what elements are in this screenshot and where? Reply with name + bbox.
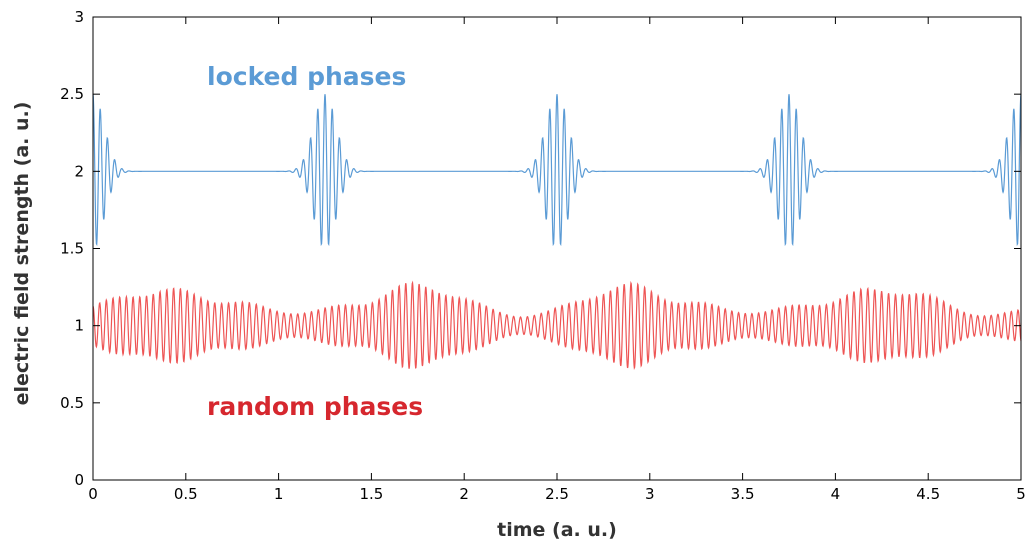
x-tick-label: 2.5 <box>545 485 569 503</box>
y-axis-label: electric field strength (a. u.) <box>11 102 33 406</box>
x-tick-label: 3 <box>645 485 655 503</box>
series-locked-phases-line <box>92 94 1022 247</box>
annotation-locked-phases: locked phases <box>207 62 406 91</box>
y-tick-label: 1.5 <box>60 240 84 258</box>
x-tick-label: 3.5 <box>731 485 755 503</box>
x-tick-label: 0.5 <box>174 485 198 503</box>
x-tick-label: 2 <box>459 485 469 503</box>
annotation-random-phases: random phases <box>207 392 423 421</box>
y-tick-label: 1 <box>74 317 84 335</box>
y-tick-label: 0.5 <box>60 394 84 412</box>
y-tick-label: 2.5 <box>60 85 84 103</box>
x-tick-label: 0 <box>88 485 98 503</box>
series-random-phases-line <box>92 280 1022 370</box>
x-tick-label: 4.5 <box>916 485 940 503</box>
x-axis-label: time (a. u.) <box>497 519 617 541</box>
y-tick-label: 0 <box>74 471 84 489</box>
y-tick-label: 2 <box>74 162 84 180</box>
x-tick-label: 1 <box>274 485 284 503</box>
y-tick-label: 3 <box>74 8 84 26</box>
x-tick-label: 4 <box>831 485 841 503</box>
x-tick-label: 1.5 <box>359 485 383 503</box>
x-tick-label: 5 <box>1016 485 1026 503</box>
